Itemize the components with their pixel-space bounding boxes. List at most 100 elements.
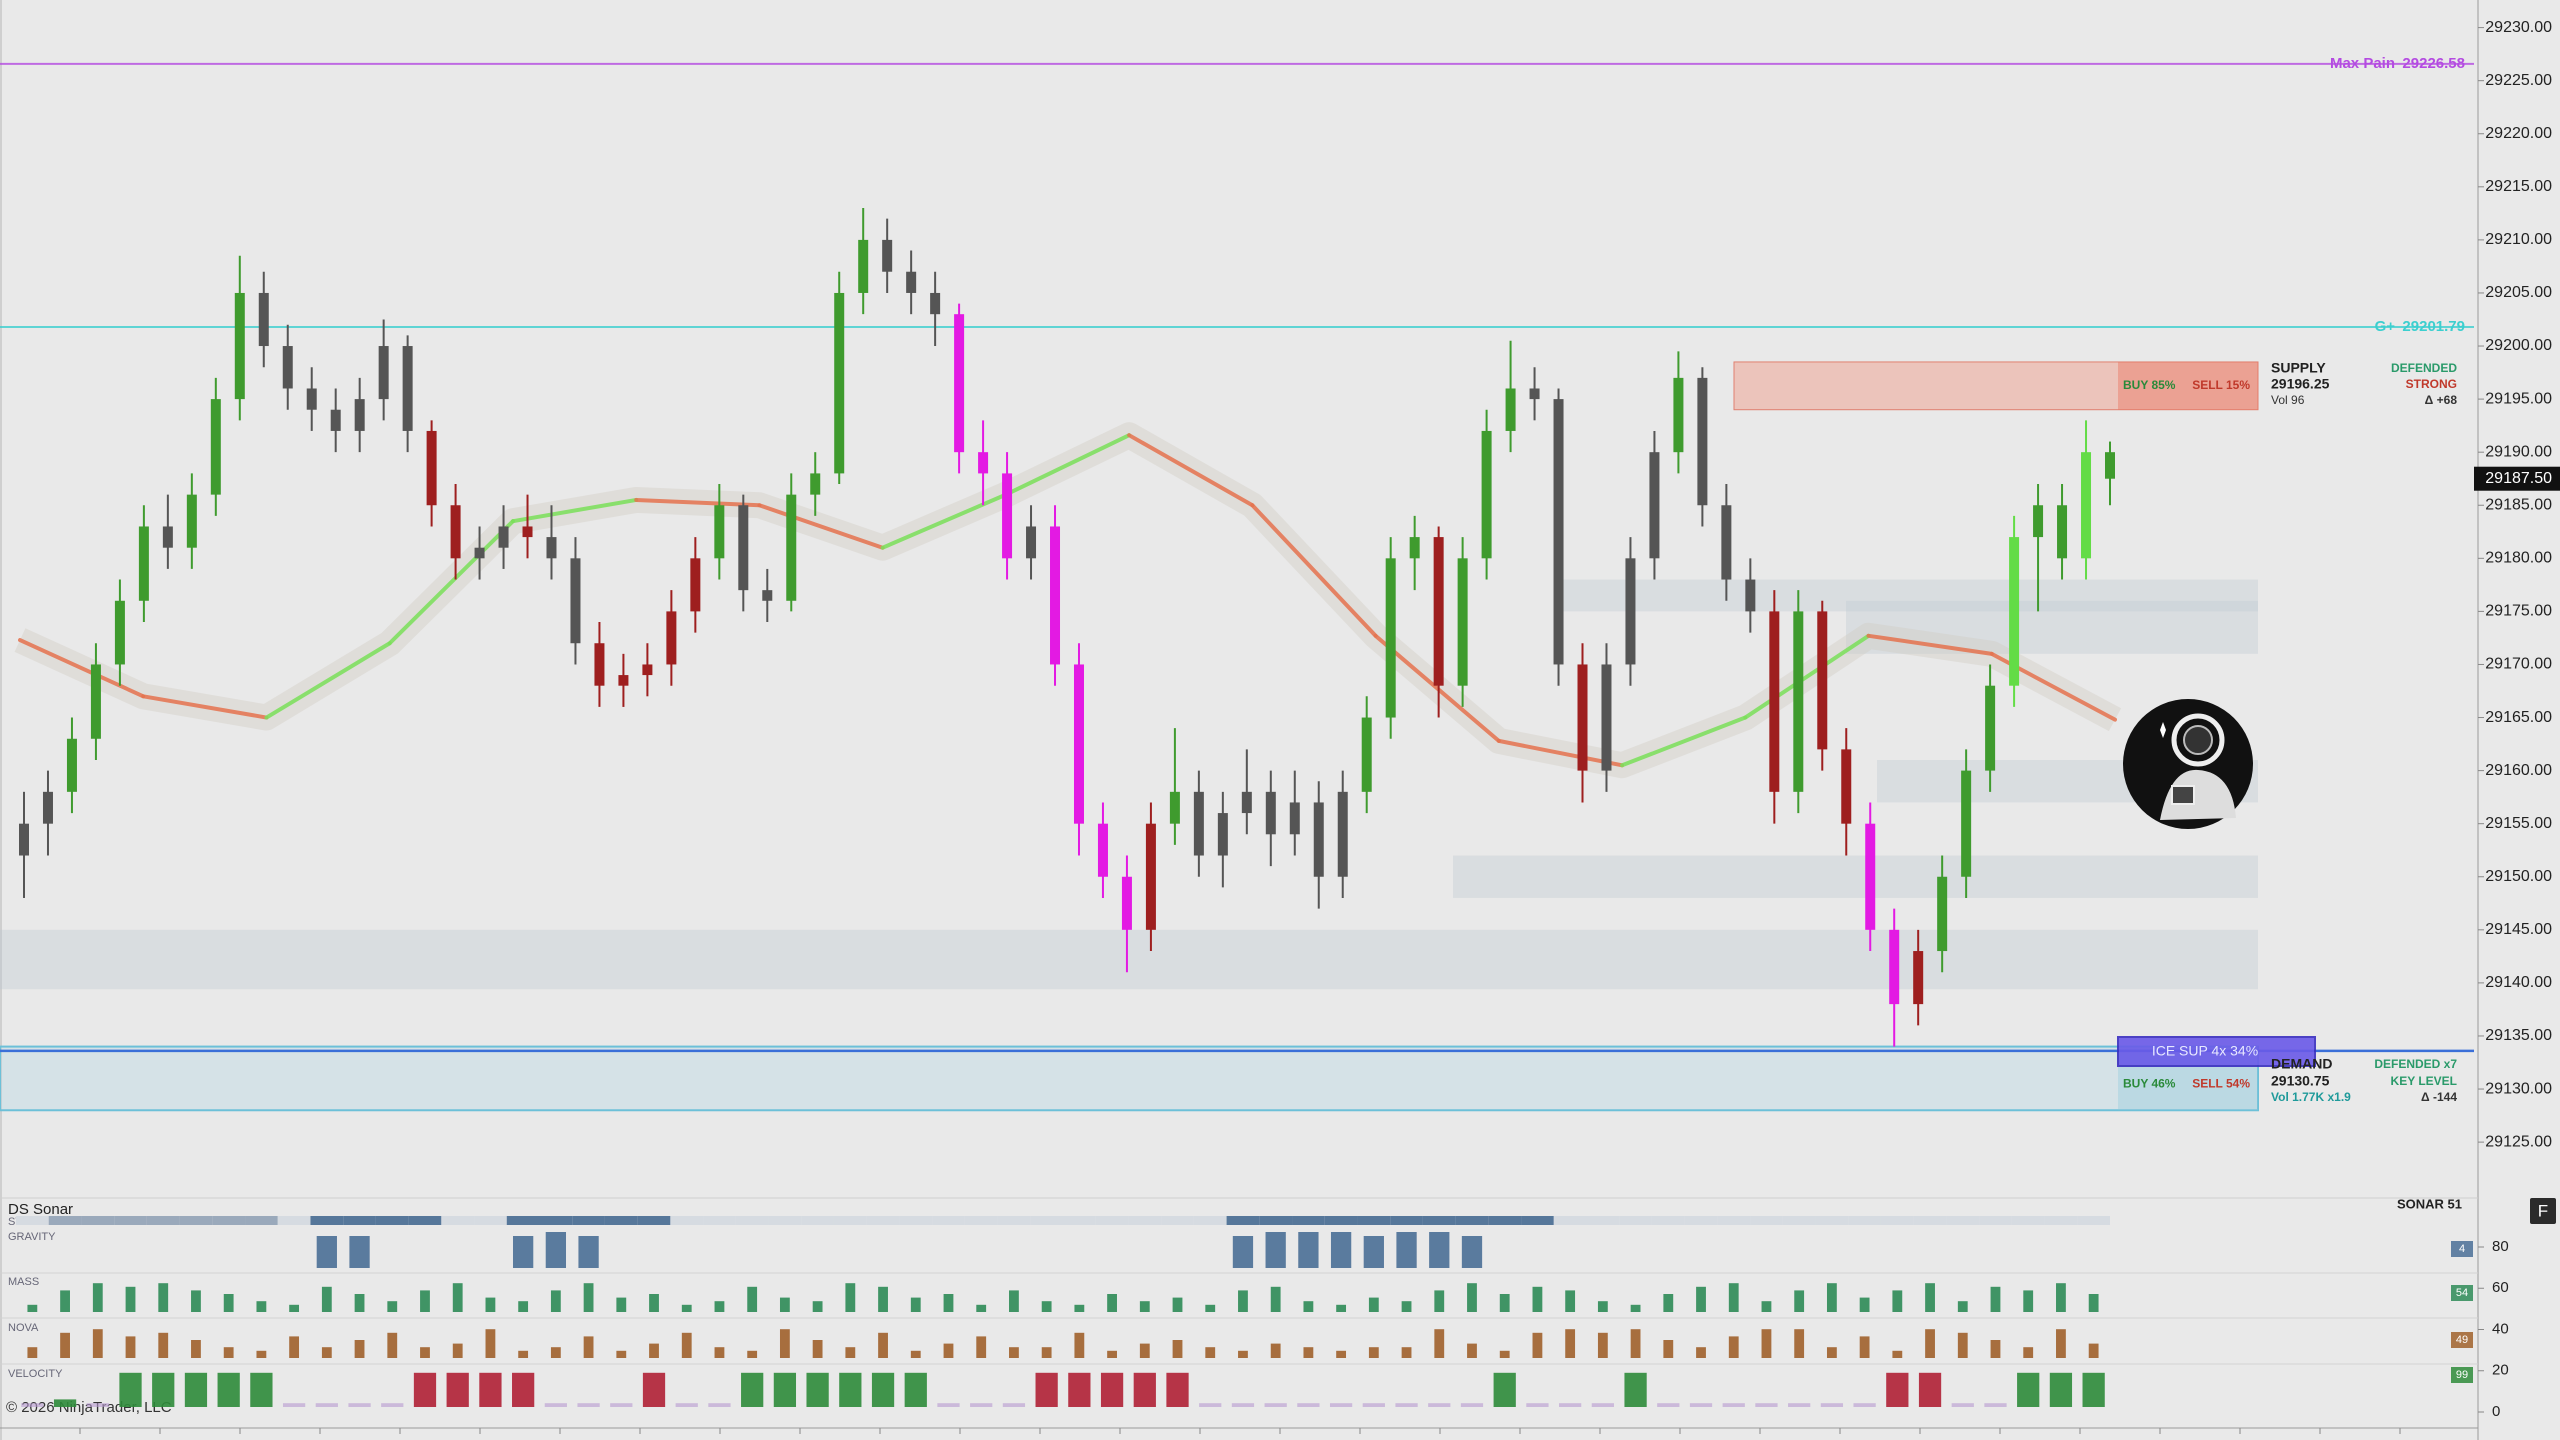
state-cell <box>1913 1216 1947 1225</box>
state-cell <box>1684 1216 1718 1225</box>
copyright: © 2026 NinjaTrader, LLC <box>6 1399 172 1416</box>
ma-segment <box>1127 433 1255 508</box>
y-tick-label: 29180.00 <box>2485 550 2552 567</box>
sonar-bar <box>649 1294 659 1312</box>
candle-body <box>810 473 821 495</box>
sonar-bar <box>1139 1343 1150 1358</box>
sonar-bar <box>2088 1343 2099 1358</box>
state-cell <box>1030 1216 1063 1225</box>
sonar-bar <box>152 1372 175 1407</box>
candle-body <box>1817 611 1828 750</box>
candle-body <box>906 271 917 293</box>
sonar-bar <box>479 1372 502 1407</box>
state-cell <box>539 1216 573 1225</box>
sonar-bar <box>119 1372 142 1407</box>
sonar-bar <box>1689 1403 1713 1407</box>
state-cell <box>964 1216 998 1225</box>
state-cell <box>245 1216 278 1225</box>
sonar-bar <box>943 1294 954 1312</box>
state-cell <box>1128 1216 1162 1225</box>
sonar-bar <box>1035 1372 1058 1407</box>
sonar-bar <box>512 1236 534 1268</box>
row-badge: 4 <box>2459 1243 2465 1255</box>
sonar-bar <box>250 1372 273 1407</box>
candle-body <box>1553 399 1564 665</box>
demand-sell: SELL 54% <box>2192 1077 2250 1091</box>
sonar-bar <box>1068 1372 1091 1407</box>
state-cell <box>866 1216 900 1225</box>
sonar-bar <box>583 1283 594 1312</box>
candle-body <box>1457 558 1468 686</box>
sonar-bar <box>845 1283 856 1312</box>
supply-sell: SELL 15% <box>2192 378 2250 392</box>
ma-segment <box>757 503 885 550</box>
sonar-bar <box>1826 1347 1837 1358</box>
sonar-bar <box>1009 1290 1019 1312</box>
sonar-bar <box>1429 1232 1450 1268</box>
candle-body <box>1721 505 1732 580</box>
sonar-bar <box>1395 1403 1418 1407</box>
candle-body <box>402 346 413 431</box>
candle-body <box>90 664 101 739</box>
sonar-bar <box>92 1329 103 1358</box>
row-label: VELOCITY <box>8 1368 63 1380</box>
candle-body <box>570 558 581 644</box>
sonar-bar <box>60 1290 70 1312</box>
sonar-bar <box>1624 1372 1647 1407</box>
sonar-bar <box>1663 1294 1674 1312</box>
supply-panel <box>2118 361 2258 410</box>
sonar-bar <box>675 1403 698 1407</box>
zone <box>1846 600 2258 654</box>
state-cell <box>703 1216 736 1225</box>
sonar-bar <box>1565 1329 1576 1358</box>
sonar-bar <box>1663 1340 1674 1358</box>
candle-body <box>1409 537 1420 559</box>
sonar-bar <box>420 1290 430 1312</box>
candle-body <box>2033 505 2044 538</box>
candle-body <box>1673 377 1684 453</box>
sonar-bar <box>1925 1329 1935 1358</box>
state-cell <box>899 1216 933 1225</box>
sonar-bar <box>1298 1232 1319 1268</box>
sonar-bar <box>518 1350 529 1358</box>
sonar-bar <box>550 1347 561 1358</box>
sonar-bar <box>1133 1372 1156 1407</box>
candle-body <box>1217 813 1228 856</box>
sonar-bar <box>1984 1403 2007 1407</box>
candle-body <box>1985 685 1996 771</box>
row-badge-box <box>2451 1285 2473 1301</box>
sonar-bar <box>871 1372 895 1407</box>
row-label: MASS <box>8 1276 39 1288</box>
sonar-bar <box>1270 1286 1281 1312</box>
candle-body <box>66 738 77 792</box>
state-cell <box>1292 1216 1325 1225</box>
zone <box>0 929 2258 990</box>
logo-helmet <box>2171 713 2225 767</box>
y-tick-label: 29165.00 <box>2485 709 2552 726</box>
candle-body <box>282 346 293 389</box>
candle-body <box>1697 377 1708 506</box>
sonar-bar <box>1139 1301 1150 1312</box>
candle-body <box>834 292 845 474</box>
sonar-bar <box>452 1343 463 1358</box>
sonar-bar <box>1918 1372 1942 1407</box>
panel-key[interactable]: F <box>2538 1201 2548 1220</box>
zone <box>1559 579 2258 612</box>
sonar-bar <box>741 1372 764 1407</box>
sonar-bar <box>1166 1372 1189 1407</box>
candle-body <box>690 558 701 612</box>
state-cell <box>637 1216 671 1225</box>
candle-body <box>762 590 773 601</box>
sonar-bar <box>681 1332 692 1358</box>
panel-key-box[interactable] <box>2530 1198 2556 1224</box>
sonar-bar <box>282 1403 306 1407</box>
sonar-bar <box>1467 1283 1477 1312</box>
state-cell <box>1422 1216 1456 1225</box>
sonar-bar <box>1205 1347 1216 1358</box>
sonar-tick-label: 80 <box>2492 1238 2509 1255</box>
sonar-bar <box>577 1403 600 1407</box>
sonar-bar <box>1990 1286 2001 1312</box>
candle-body <box>2009 537 2020 686</box>
ma-segment <box>1620 715 1748 768</box>
state-cell <box>343 1216 376 1225</box>
